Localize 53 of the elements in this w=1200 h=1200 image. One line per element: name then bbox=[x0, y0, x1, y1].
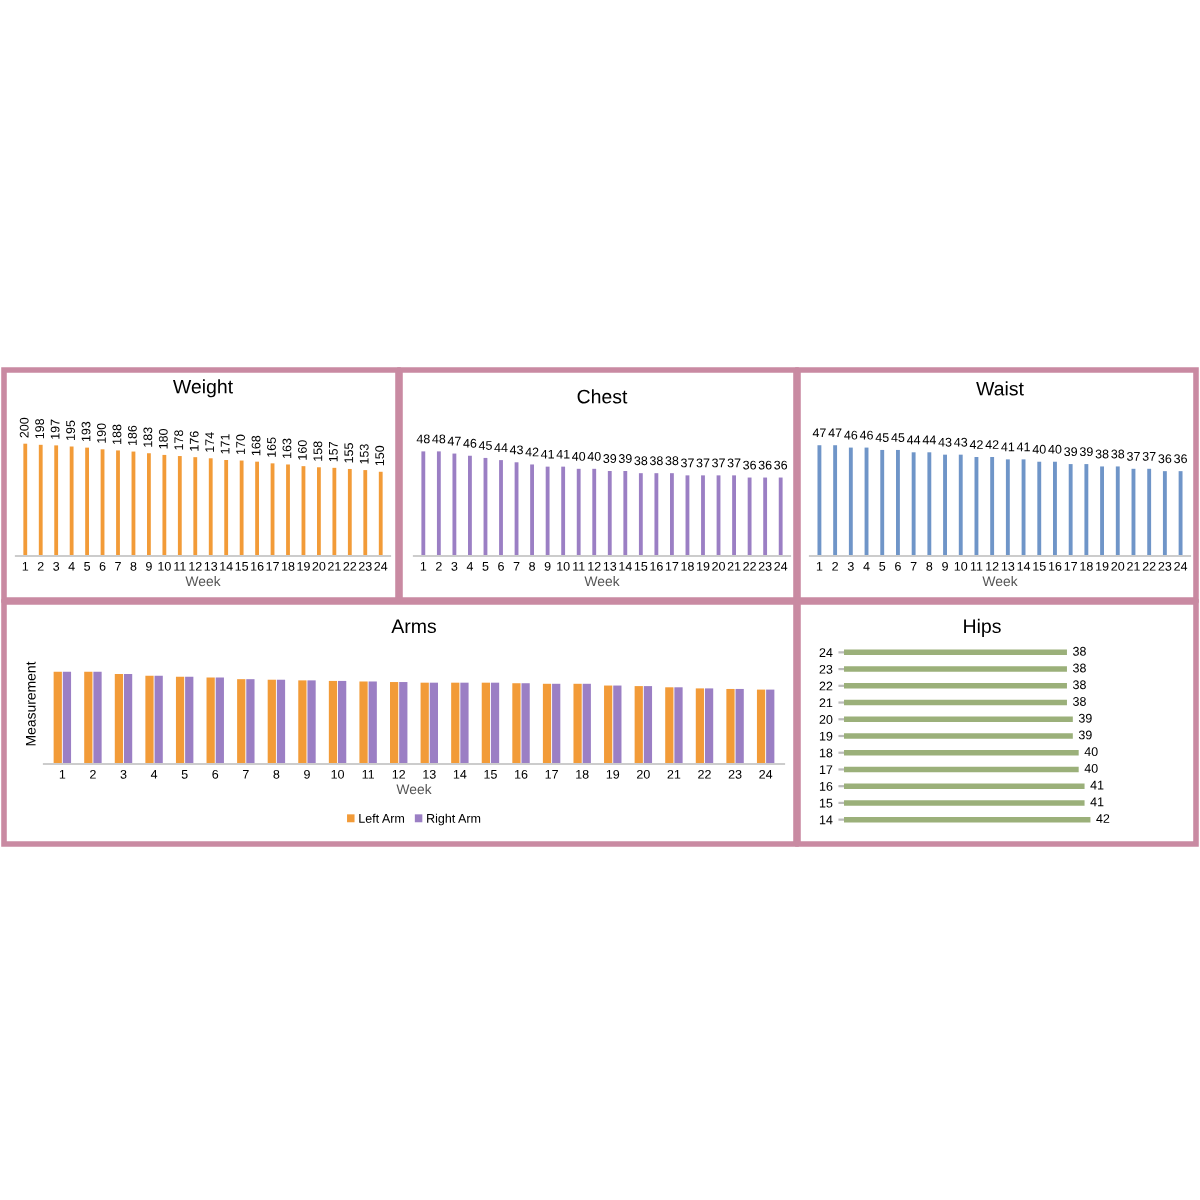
bar bbox=[84, 671, 93, 764]
bar bbox=[766, 689, 775, 764]
bar bbox=[643, 686, 653, 764]
bar bbox=[359, 681, 368, 764]
bar bbox=[451, 682, 460, 764]
bar bbox=[338, 680, 347, 764]
bar bbox=[399, 682, 408, 764]
bar bbox=[307, 680, 316, 764]
bar bbox=[481, 682, 490, 764]
bar bbox=[604, 685, 613, 764]
bar bbox=[582, 683, 591, 764]
bar bbox=[276, 679, 286, 764]
bar bbox=[552, 683, 561, 764]
bar bbox=[512, 683, 521, 764]
bar bbox=[237, 679, 246, 764]
bar bbox=[704, 688, 714, 764]
bar bbox=[154, 675, 163, 764]
bar bbox=[175, 676, 185, 764]
bar bbox=[206, 677, 215, 764]
bar bbox=[185, 676, 194, 764]
bar bbox=[613, 685, 622, 764]
bar bbox=[695, 688, 705, 764]
bar bbox=[368, 681, 377, 764]
bar bbox=[542, 683, 552, 764]
bar bbox=[267, 679, 276, 764]
bar bbox=[298, 680, 307, 764]
bar bbox=[490, 682, 500, 764]
chart-title: Waist bbox=[976, 381, 1024, 396]
chart-title: Chest bbox=[577, 389, 628, 404]
chart-title: Hips bbox=[964, 618, 1001, 637]
bar bbox=[429, 682, 438, 764]
bar bbox=[114, 674, 124, 764]
bar bbox=[123, 674, 133, 764]
bar bbox=[573, 683, 582, 764]
bar bbox=[62, 671, 72, 764]
chart-title: Weight bbox=[173, 379, 233, 398]
bar bbox=[215, 677, 224, 764]
bar bbox=[420, 682, 429, 764]
bar bbox=[674, 687, 683, 764]
bar bbox=[93, 671, 102, 764]
bar bbox=[735, 688, 744, 764]
bar bbox=[665, 687, 674, 764]
bar bbox=[756, 689, 766, 764]
bar bbox=[53, 671, 62, 764]
bar bbox=[460, 682, 469, 764]
chart-title: Arms bbox=[391, 619, 436, 634]
bar bbox=[145, 675, 154, 764]
bar bbox=[328, 680, 338, 764]
bar bbox=[726, 688, 735, 764]
bar bbox=[390, 682, 399, 764]
bar bbox=[246, 679, 255, 764]
bar bbox=[634, 686, 643, 764]
bar bbox=[521, 683, 530, 764]
